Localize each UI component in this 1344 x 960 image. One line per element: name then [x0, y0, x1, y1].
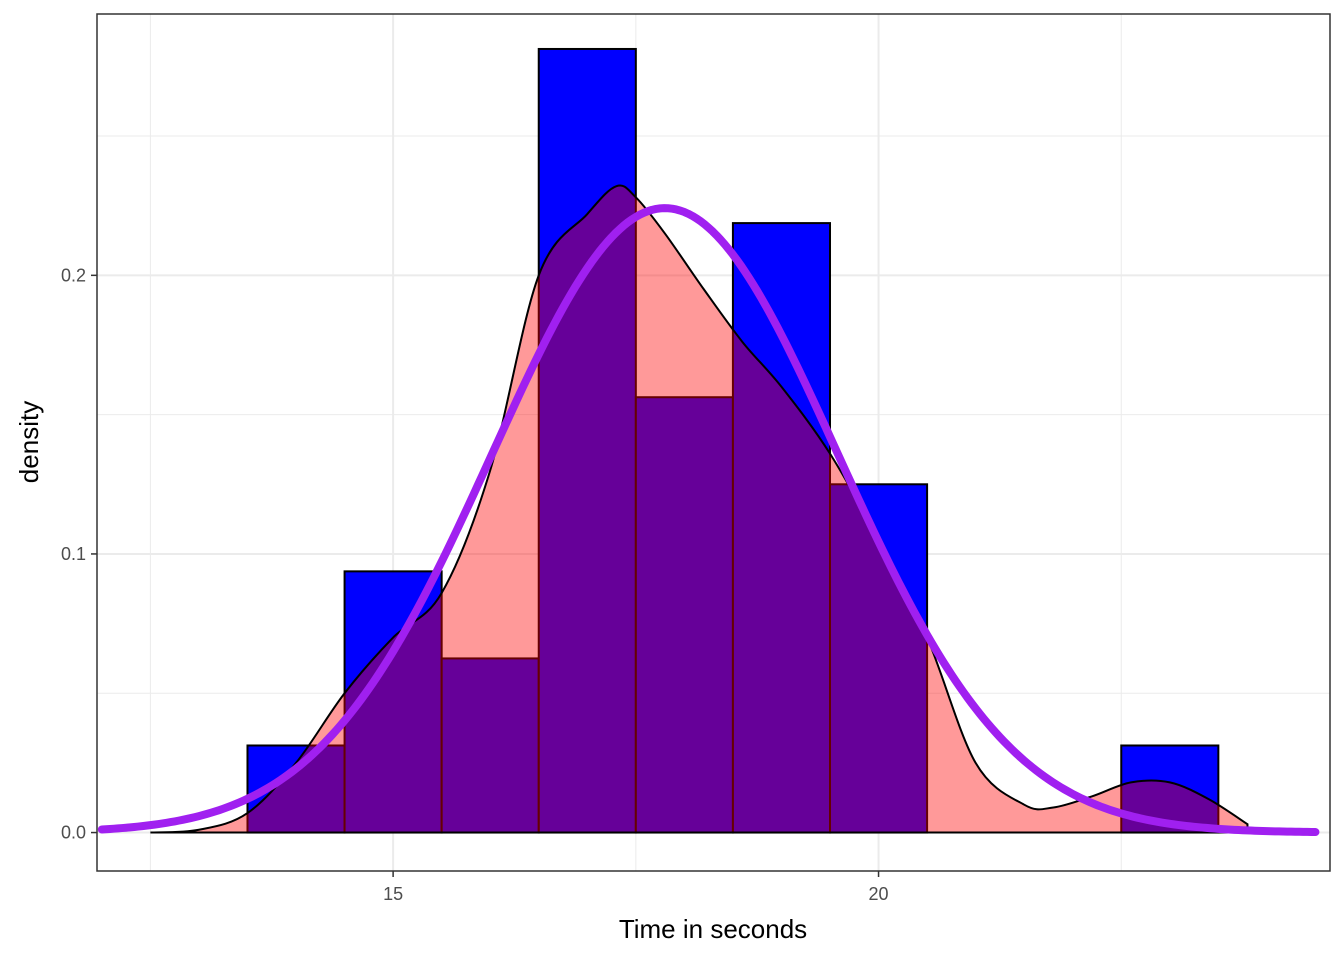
- x-axis-title: Time in seconds: [619, 914, 807, 944]
- histogram-bar: [634, 396, 734, 834]
- x-tick-label: 15: [383, 884, 403, 904]
- y-axis-ticks: 0.0 0.1 0.2: [61, 265, 97, 843]
- histogram-bars: [246, 47, 1220, 834]
- histogram-bar: [440, 657, 540, 834]
- y-axis-title: density: [14, 401, 44, 483]
- kernel-density-area: [150, 184, 1249, 834]
- y-tick-label: 0.2: [61, 265, 86, 285]
- histogram-bar: [731, 222, 832, 834]
- plot-border: [96, 13, 1331, 872]
- y-tick-label: 0.0: [61, 823, 86, 843]
- x-axis-ticks: 15 20: [383, 871, 889, 904]
- normal-curve-line: [97, 204, 1320, 837]
- x-tick-label: 20: [869, 884, 889, 904]
- y-tick-label: 0.1: [61, 544, 86, 564]
